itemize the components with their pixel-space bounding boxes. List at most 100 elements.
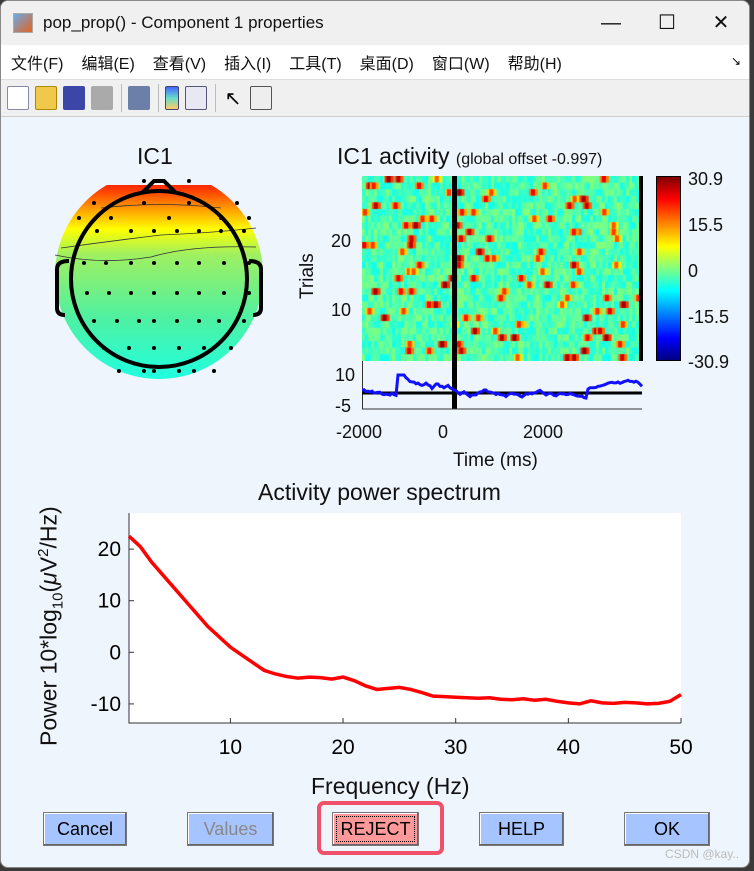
time-axis-label: Time (ms) (453, 450, 538, 471)
xtick--2000: -2000 (336, 422, 383, 442)
menu-insert[interactable]: 插入(I) (224, 56, 272, 73)
erp-trace-axes (362, 361, 644, 410)
reject-button[interactable]: REJECT (332, 812, 419, 846)
electrode (82, 261, 86, 265)
menu-file[interactable]: 文件(F) (11, 56, 64, 73)
minimize-button[interactable]: — (601, 12, 621, 34)
erpimage-subtitle: (global offset -0.997) (455, 151, 603, 168)
topo-title: IC1 (137, 143, 173, 169)
watermark: CSDN @kay.. (665, 847, 739, 861)
x-tick-label: 30 (444, 736, 467, 759)
menu-bar: 文件(F) 编辑(E) 查看(V) 插入(I) 工具(T) 桌面(D) 窗口(W… (1, 45, 749, 79)
axes (128, 513, 681, 724)
link-figure-icon[interactable] (128, 86, 150, 110)
electrode (187, 201, 191, 205)
cancel-button[interactable]: Cancel (43, 812, 127, 846)
x-tick-label: 40 (557, 736, 580, 759)
electrode (109, 216, 113, 220)
menu-window[interactable]: 窗口(W) (431, 56, 490, 73)
pointer-icon[interactable]: ↖ (224, 88, 242, 110)
electrode (142, 179, 146, 183)
toolbar-separator (121, 84, 122, 112)
menu-edit[interactable]: 编辑(E) (81, 56, 135, 73)
electrode (152, 261, 156, 265)
right-ear (248, 259, 263, 317)
electrode (202, 346, 206, 350)
contour-line (54, 246, 257, 261)
electrode (152, 346, 156, 350)
electrode (152, 229, 156, 233)
electrode (235, 201, 239, 205)
spectrum-title: Activity power spectrum (258, 479, 501, 505)
electrode (197, 319, 201, 323)
electrode (197, 261, 201, 265)
electrode (247, 216, 251, 220)
y-tick-label: 20 (98, 538, 121, 561)
electrode (142, 369, 146, 373)
electrode (129, 229, 133, 233)
electrode (222, 291, 226, 295)
electrode (127, 346, 131, 350)
new-file-icon[interactable] (7, 86, 29, 110)
legend-icon[interactable] (185, 86, 207, 110)
menu-view[interactable]: 查看(V) (152, 56, 207, 73)
electrode (242, 229, 246, 233)
save-icon[interactable] (63, 86, 85, 110)
electrode (142, 201, 146, 205)
scalp-map (54, 179, 263, 379)
electrode (117, 369, 121, 373)
left-ear (55, 259, 70, 317)
values-button[interactable]: Values (187, 812, 274, 846)
toolbar: ↖ (1, 79, 749, 117)
colorbar-tick: -30.9 (688, 352, 730, 372)
electrode (167, 216, 171, 220)
x-tick-label: 20 (331, 736, 354, 759)
colorbar-tick: 30.9 (688, 169, 724, 189)
menu-tools[interactable]: 工具(T) (289, 56, 342, 73)
ok-button[interactable]: OK (624, 812, 710, 846)
xtick-0: 0 (438, 422, 449, 442)
electrode (152, 369, 156, 373)
electrode (175, 319, 179, 323)
close-button[interactable]: ✕ (712, 12, 730, 34)
electrode (197, 229, 201, 233)
electrode (115, 319, 119, 323)
electrode (222, 261, 226, 265)
colorbar-tick: -15.5 (688, 307, 730, 327)
electrode (92, 319, 96, 323)
electrode (152, 291, 156, 295)
property-inspector-icon[interactable] (250, 86, 272, 110)
menu-desktop[interactable]: 桌面(D) (359, 56, 414, 73)
erpimage-title: IC1 activity (global offset -0.997) (337, 143, 602, 170)
colorbar-icon[interactable] (165, 86, 179, 110)
electrode (137, 319, 141, 323)
maximize-button[interactable]: ☐ (658, 12, 676, 34)
erp-image-heatmap (362, 176, 642, 361)
electrode (177, 346, 181, 350)
ytick-20: 20 (331, 231, 352, 251)
x-tick-label: 50 (669, 736, 692, 759)
print-icon[interactable] (91, 86, 113, 110)
electrode (192, 369, 196, 373)
matlab-icon (13, 13, 33, 33)
power-spectrum-chart: 10 20 30 40 50 20 10 0 -10 (91, 513, 693, 759)
head-outline (69, 189, 249, 369)
electrode (177, 369, 181, 373)
colorbar-tick: 0 (688, 261, 699, 281)
time-zero-marker (452, 176, 457, 409)
toolbar-separator (215, 84, 216, 112)
electrode (242, 319, 246, 323)
electrode (217, 319, 221, 323)
window-title: pop_prop() - Component 1 properties (43, 13, 324, 32)
open-folder-icon[interactable] (35, 86, 57, 110)
electrode (77, 216, 81, 220)
reject-highlight-box (317, 801, 444, 855)
electrode (212, 369, 216, 373)
menu-overflow-icon[interactable]: ↘ (730, 54, 741, 68)
y-tick-label: 0 (109, 641, 121, 664)
title-bar: pop_prop() - Component 1 properties — ☐ … (1, 1, 749, 45)
nose-outline (140, 179, 178, 195)
help-button[interactable]: HELP (479, 812, 564, 846)
menu-help[interactable]: 帮助(H) (507, 56, 562, 73)
electrode (85, 291, 89, 295)
